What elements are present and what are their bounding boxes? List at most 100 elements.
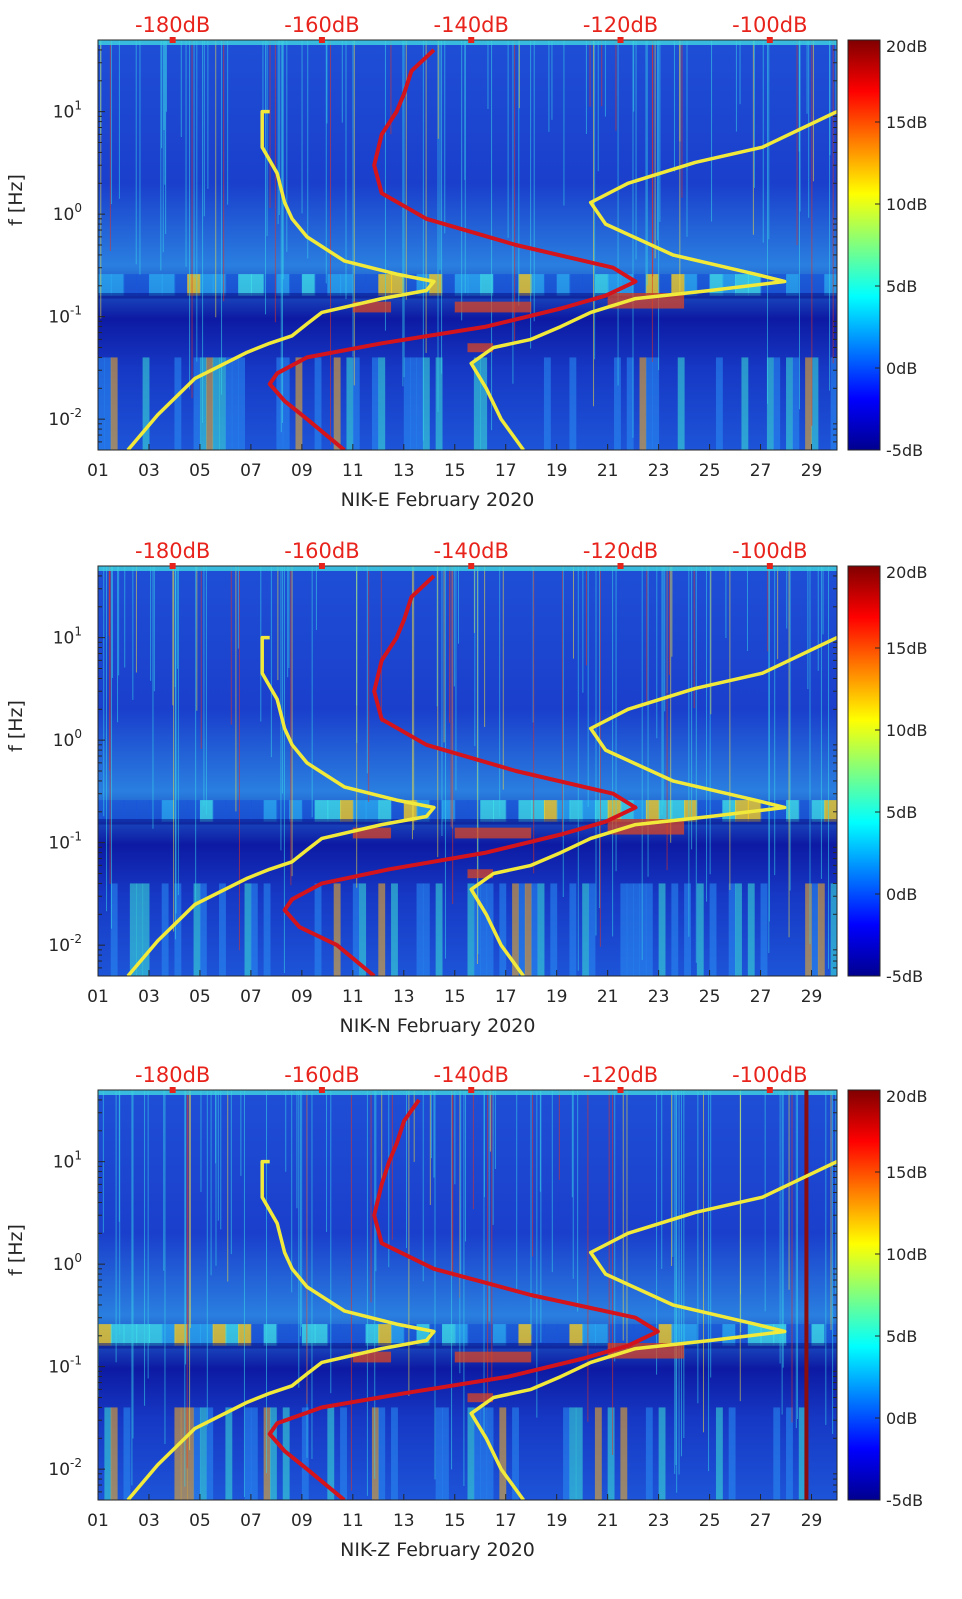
x-tick-label: 13 [393,1511,415,1531]
colorbar-label: 10dB [886,721,928,740]
x-tick-label: 27 [750,1511,772,1531]
heatmap-cell [391,274,405,296]
series-model-low-line [126,109,436,450]
top-axis-label: -180dB [135,539,210,563]
heatmap-cell [212,357,220,450]
heatmap-cell [270,1407,277,1500]
x-tick-label: 29 [801,987,823,1007]
colorbar-label: 5dB [886,1327,917,1346]
heatmap-cell [480,800,494,822]
heatmap-cell [199,357,207,450]
heatmap-cell [773,1407,781,1500]
x-tick-label: 19 [546,1511,568,1531]
y-tick-label: 101 [53,625,82,649]
heatmap-cell [442,1407,449,1500]
top-axis-label: -140dB [434,13,509,37]
heatmap-cells [98,40,837,450]
heatmap-cell [225,1324,240,1346]
x-tick-label: 27 [750,987,772,1007]
heatmap-cell [473,1407,481,1500]
colorbar [847,39,881,451]
heatmap-cell [378,1407,386,1500]
heatmap-cell [250,274,265,296]
heatmap-cell [582,1324,596,1346]
heatmap-cell [378,800,393,822]
heatmap-cell [684,274,698,296]
colorbar-label: 0dB [886,1409,917,1428]
heatmap-cell [492,274,507,296]
heatmap-cell [658,274,673,296]
x-tick-label: 25 [699,461,721,481]
heatmap-cell [639,883,647,976]
heatmap-cell [671,883,679,976]
heatmap-cell [110,1324,125,1346]
heatmap-cell [250,800,265,822]
heatmap-cell [467,1407,475,1500]
heatmap-cell [98,357,105,450]
heatmap-cell [518,883,526,976]
heatmap-hotspot [454,301,532,313]
heatmap-cell [161,883,169,976]
heatmap-cell [435,883,443,976]
heatmap-cell [569,357,577,450]
top-axis-label: -100dB [732,13,807,37]
heatmap-cell [340,1407,347,1500]
heatmap-cell [231,357,239,450]
y-axis-label: f [Hz] [5,700,27,752]
heatmap-cell [352,883,360,976]
heatmap-cell [410,357,418,450]
heatmap-cell [250,1324,265,1346]
heatmap-cell [582,800,596,822]
heatmap-cell [301,1407,309,1500]
heatmap-cell [289,1324,303,1346]
heatmap-cell [314,800,329,822]
heatmap-cell [403,1324,418,1346]
y-tick-label: 10-1 [48,830,82,854]
heatmap-cell [569,800,584,822]
heatmap-cell [352,274,367,296]
heatmap-cell [512,883,519,976]
top-axis-label: -100dB [732,539,807,563]
heatmap-cell [212,1324,227,1346]
heatmap-cell [174,1324,189,1346]
top-axis-label: -140dB [434,1063,509,1087]
heatmap-cell [174,800,189,822]
heatmap-cell [633,274,647,296]
heatmap-cell [614,357,621,450]
heatmap-cell [633,883,641,976]
x-tick-label: 01 [87,1511,109,1531]
heatmap-cell [747,883,755,976]
heatmap-cell [148,1324,163,1346]
heatmap-cell [314,883,322,976]
heatmap-cell [492,1324,507,1346]
heatmap-cell [671,800,686,822]
x-tick-label: 03 [138,1511,160,1531]
heatmap-cell [505,1324,520,1346]
heatmap-cell [454,1324,469,1346]
x-tick-label: 21 [597,461,619,481]
heatmap-cell [365,800,380,822]
heatmap-cell [123,1407,131,1500]
heatmap-cell [773,800,788,822]
top-axis-marker [468,1087,475,1093]
series-model-low-line [126,635,436,976]
x-tick-label: 11 [342,461,364,481]
heatmap-cell [238,1324,252,1346]
heatmap-cell [327,1324,342,1346]
heatmap-cell [422,357,430,450]
colorbar-label: 20dB [886,1087,928,1106]
heatmap-cell [391,800,405,822]
heatmap-cell [722,274,737,296]
heatmap-cell [219,357,226,450]
heatmap-cell [620,883,628,976]
heatmap-cell [531,274,545,296]
heatmap-cell [582,883,590,976]
heatmap-cell [709,274,724,296]
heatmap-cell [773,357,781,450]
heatmap-cell [123,1324,138,1346]
heatmap-cell [728,883,736,976]
heatmap-cell [327,800,342,822]
heatmap-cell [569,274,584,296]
heatmap-cell [518,800,533,822]
heatmap-cell [543,357,551,450]
